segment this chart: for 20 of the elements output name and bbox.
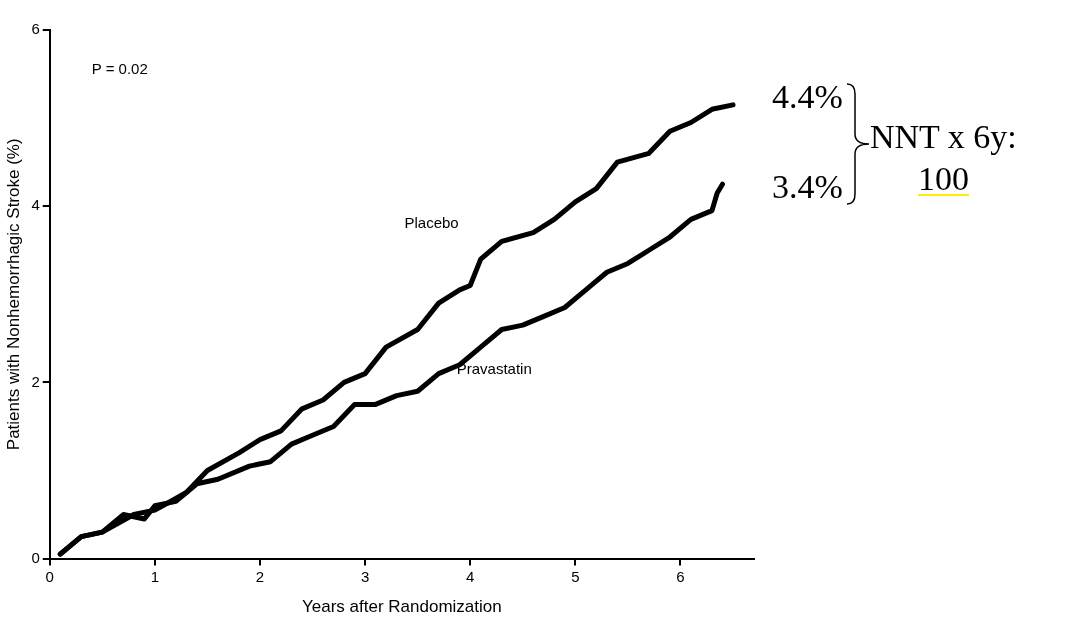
x-tick-label: 4: [466, 567, 475, 585]
x-axis-title: Years after Randomization: [302, 597, 502, 617]
x-tick-label: 5: [571, 567, 580, 585]
series-label: Pravastatin: [456, 359, 532, 377]
text: Placebo: [404, 214, 459, 232]
text: 100: [918, 160, 969, 197]
y-tick-label: 4: [31, 196, 40, 214]
x-tick-label: 3: [360, 567, 370, 585]
y-tick-label: 2: [31, 372, 40, 390]
y-axis-title: Patients with Nonhemorrhagic Stroke (%): [3, 138, 23, 451]
text: 3.4%: [772, 168, 843, 205]
x-tick-label: 6: [676, 567, 685, 585]
text: NNT x 6y:: [870, 118, 1017, 155]
x-tick-label: 1: [150, 567, 160, 585]
x-tick-label: 2: [255, 567, 265, 585]
y-tick-label: 6: [31, 20, 40, 38]
y-tick-label: 0: [31, 548, 40, 566]
x-tick-label: 0: [45, 567, 54, 585]
annotation: P = 0.02: [91, 60, 148, 78]
text: 4.4%: [772, 78, 843, 115]
